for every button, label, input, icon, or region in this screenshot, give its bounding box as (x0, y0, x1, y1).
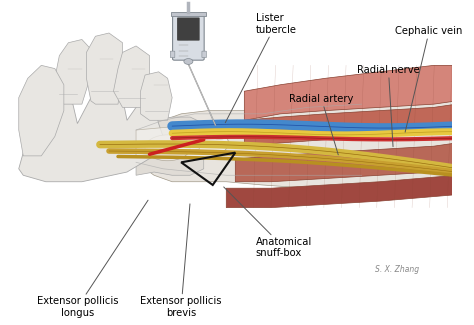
Text: Lister
tubercle: Lister tubercle (225, 13, 297, 123)
FancyBboxPatch shape (177, 18, 200, 41)
Text: Extensor pollicis
longus: Extensor pollicis longus (36, 200, 148, 318)
Polygon shape (86, 33, 122, 104)
FancyBboxPatch shape (202, 51, 206, 58)
FancyBboxPatch shape (173, 16, 204, 60)
Polygon shape (113, 46, 150, 107)
Polygon shape (136, 98, 456, 188)
Text: S. X. Zhang: S. X. Zhang (375, 265, 419, 274)
Polygon shape (235, 143, 456, 182)
FancyBboxPatch shape (170, 51, 175, 58)
Ellipse shape (170, 128, 228, 158)
Ellipse shape (184, 58, 193, 64)
Text: Radial artery: Radial artery (290, 94, 354, 155)
Polygon shape (19, 91, 163, 182)
Ellipse shape (204, 121, 235, 139)
Polygon shape (244, 104, 456, 146)
Text: Cephalic vein: Cephalic vein (395, 26, 463, 132)
Text: Radial nerve: Radial nerve (357, 65, 420, 147)
Text: Anatomical
snuff-box: Anatomical snuff-box (224, 187, 312, 258)
Polygon shape (55, 40, 91, 104)
Ellipse shape (145, 135, 190, 161)
Polygon shape (244, 65, 456, 120)
Polygon shape (136, 117, 204, 175)
Polygon shape (141, 72, 172, 120)
FancyBboxPatch shape (171, 12, 206, 16)
Text: Extensor pollicis
brevis: Extensor pollicis brevis (140, 204, 222, 318)
Polygon shape (19, 65, 64, 156)
Polygon shape (136, 127, 199, 156)
Polygon shape (226, 175, 456, 208)
